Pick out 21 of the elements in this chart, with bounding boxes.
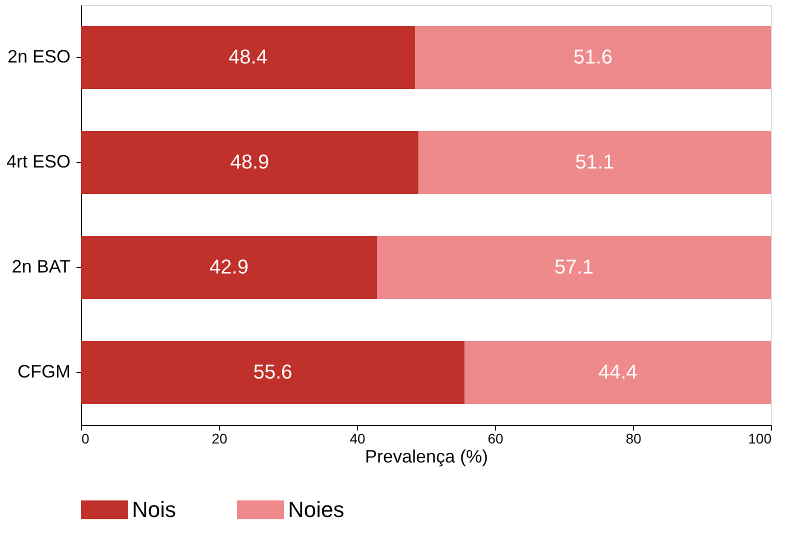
x-tick-label: 20 [212,430,228,446]
y-tick-label: 2n ESO [7,46,70,66]
x-tick-label: 0 [82,430,90,446]
y-tick-label: 4rt ESO [6,152,70,172]
data-label: 48.4 [228,46,268,68]
x-tick-label: 80 [626,430,642,446]
x-tick-label: 40 [350,430,366,446]
data-label: 44.4 [598,362,638,384]
data-label: 51.6 [574,46,612,68]
data-label: 57.1 [554,256,594,278]
data-label: 48.9 [230,152,270,174]
data-label: 42.9 [210,256,248,278]
data-label: 51.1 [575,152,614,174]
y-tick-label: CFGM [18,362,70,382]
x-tick-label: 60 [488,430,504,446]
y-tick-label: 2n BAT [12,256,70,276]
legend-label: Nois [132,496,176,522]
data-label: 55.6 [253,362,292,384]
x-axis-title: Prevalença (%) [364,446,488,466]
legend-label: Noies [288,496,344,522]
x-tick-label: 100 [748,430,772,446]
